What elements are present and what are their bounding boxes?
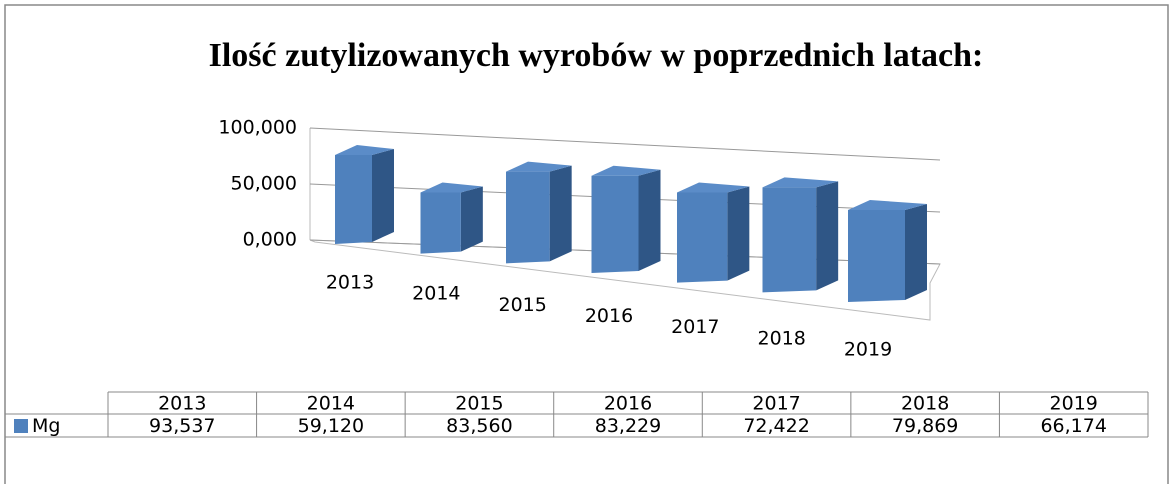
- bar-front: [420, 192, 461, 254]
- bar-side: [905, 204, 927, 300]
- y-tick-label: 50,000: [231, 173, 297, 195]
- bar-side: [549, 165, 572, 262]
- bar-top: [848, 200, 927, 211]
- x-tick-label: 2016: [585, 305, 633, 327]
- bar: [762, 177, 839, 293]
- bar: [420, 182, 483, 254]
- y-tick-label: 100,000: [218, 117, 297, 139]
- chart-border: [4, 4, 1169, 484]
- x-tick-label: 2019: [844, 339, 892, 361]
- bar-side: [460, 186, 483, 252]
- bar-front: [848, 210, 905, 302]
- bar-top: [506, 161, 572, 172]
- grid-line: [309, 127, 941, 161]
- x-tick-label: 2014: [412, 283, 460, 305]
- bar: [591, 165, 661, 273]
- table-header: 2019: [1050, 393, 1098, 415]
- bar-front: [591, 175, 639, 273]
- table-header: 2015: [455, 393, 503, 415]
- bar-top: [677, 182, 750, 193]
- legend-label: Mg: [32, 415, 60, 437]
- table-header: 2017: [752, 393, 800, 415]
- bar: [506, 161, 572, 264]
- bar-top: [762, 177, 839, 188]
- bar-side: [816, 181, 839, 291]
- table-value: 83,229: [595, 415, 661, 437]
- bar-top: [591, 165, 661, 176]
- table-value: 66,174: [1040, 415, 1106, 437]
- bar-side: [372, 149, 394, 242]
- x-tick-label: 2018: [757, 327, 805, 349]
- table-header: 2018: [901, 393, 949, 415]
- bar: [677, 182, 750, 283]
- bar: [335, 145, 394, 244]
- bar-front: [506, 171, 550, 264]
- bar-top: [420, 182, 483, 193]
- bar-top: [335, 145, 394, 156]
- x-tick-label: 2015: [498, 294, 546, 316]
- chart-title: Ilość zutylizowanych wyrobów w poprzedni…: [209, 37, 984, 74]
- table-value: 93,537: [149, 415, 215, 437]
- x-tick-label: 2013: [326, 272, 374, 294]
- table-header: 2013: [158, 393, 206, 415]
- legend-swatch: [14, 419, 28, 433]
- bar-front: [677, 192, 728, 283]
- bar: [848, 200, 927, 302]
- table-header: 2016: [604, 393, 652, 415]
- table-value: 59,120: [298, 415, 364, 437]
- table-value: 83,560: [446, 415, 512, 437]
- x-tick-label: 2017: [671, 316, 719, 338]
- table-value: 79,869: [892, 415, 958, 437]
- bar-side: [727, 186, 750, 281]
- table-value: 72,422: [743, 415, 809, 437]
- table-header: 2014: [307, 393, 355, 415]
- bar-front: [762, 187, 817, 293]
- bar-side: [638, 169, 661, 271]
- y-tick-label: 0,000: [243, 229, 297, 251]
- bar-front: [335, 155, 372, 244]
